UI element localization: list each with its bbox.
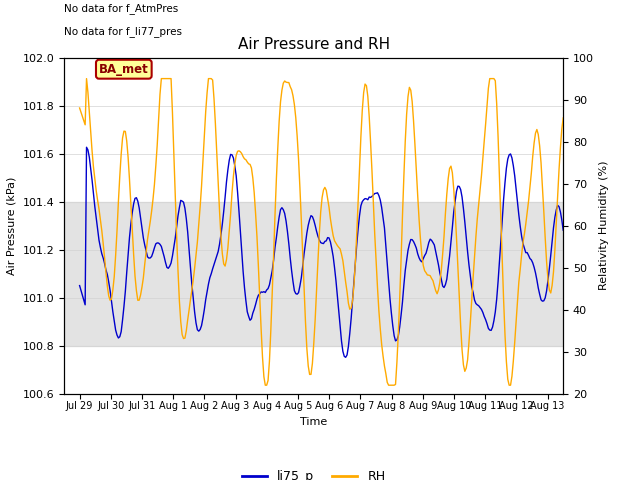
Y-axis label: Relativity Humidity (%): Relativity Humidity (%) bbox=[600, 161, 609, 290]
X-axis label: Time: Time bbox=[300, 417, 327, 427]
Text: BA_met: BA_met bbox=[99, 63, 148, 76]
Bar bbox=[64, 202, 563, 346]
Text: No data for f_AtmPres: No data for f_AtmPres bbox=[64, 3, 179, 14]
Text: No data for f_li77_pres: No data for f_li77_pres bbox=[64, 26, 182, 37]
Legend: li75_p, RH: li75_p, RH bbox=[237, 465, 390, 480]
Title: Air Pressure and RH: Air Pressure and RH bbox=[237, 37, 390, 52]
Y-axis label: Air Pressure (kPa): Air Pressure (kPa) bbox=[7, 177, 17, 275]
